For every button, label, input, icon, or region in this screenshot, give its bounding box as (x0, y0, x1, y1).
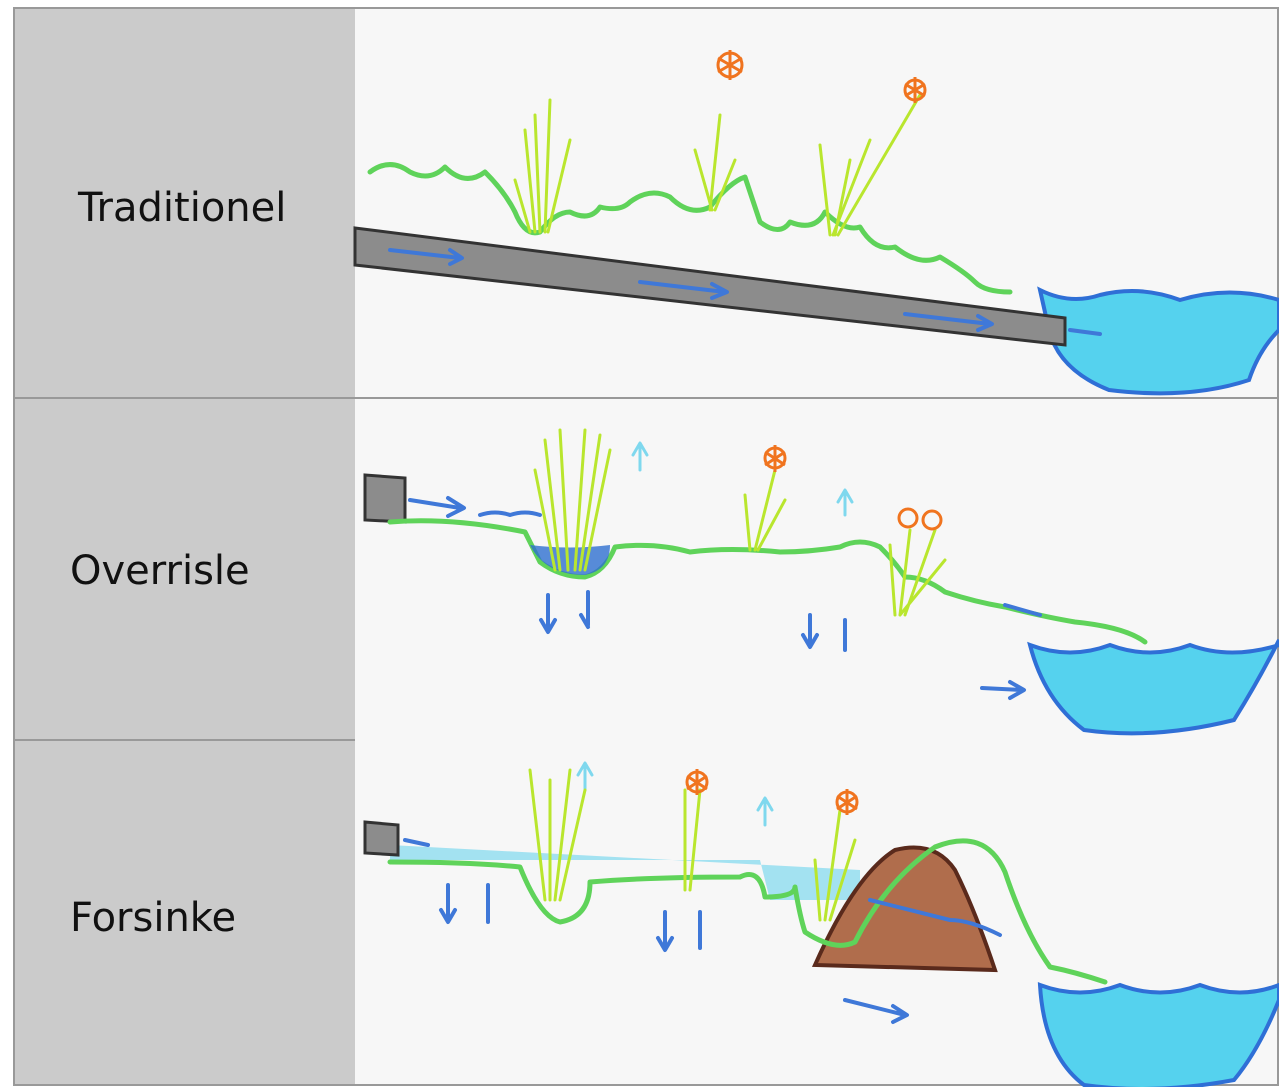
ground (387, 518, 1148, 645)
inlet-pipe (363, 473, 407, 524)
flow-arrow (408, 496, 1042, 700)
plant (513, 93, 922, 237)
label-column (14, 8, 355, 1085)
pond (1027, 639, 1279, 736)
plant (528, 768, 857, 922)
row-label: Forsinke (70, 895, 236, 941)
evaporation-arrow (576, 761, 774, 827)
drain-pipe (353, 226, 1067, 347)
flower (763, 445, 943, 531)
ground (367, 162, 1013, 295)
row-label: Overrisle (70, 548, 250, 594)
flower (716, 50, 927, 103)
flow-arrow (403, 838, 1002, 1024)
inlet-pipe (363, 820, 400, 857)
flow-arrow (388, 248, 1102, 336)
table-border (13, 7, 1279, 1086)
flower (685, 769, 859, 815)
plant (533, 428, 947, 617)
evaporation-arrow (631, 441, 854, 517)
row-label: Traditionel (77, 185, 286, 231)
illustration-area (355, 8, 1279, 1085)
pond (1037, 982, 1279, 1087)
ground (387, 838, 1108, 985)
retained-water (390, 845, 860, 900)
